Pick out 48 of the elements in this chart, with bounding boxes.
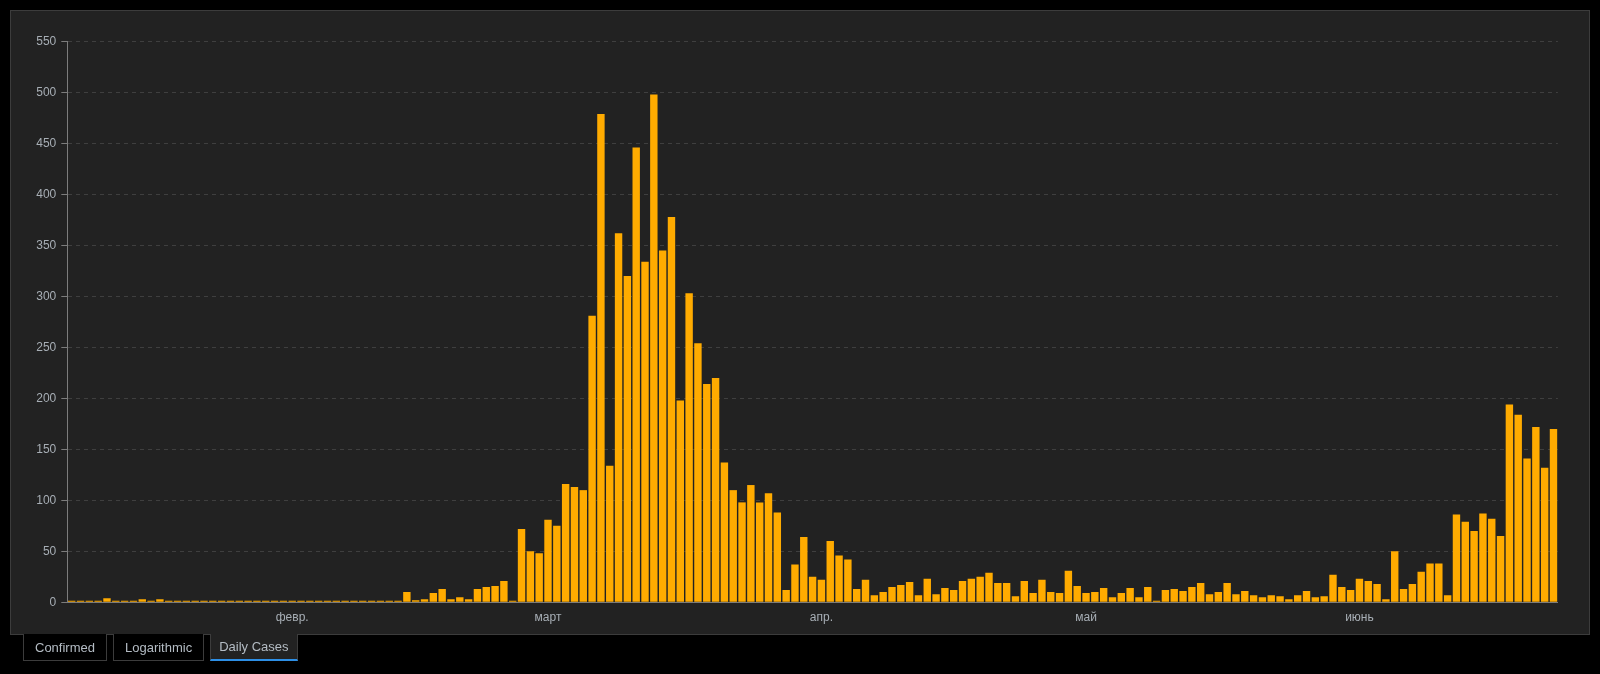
bar <box>1055 593 1064 602</box>
bar <box>1302 591 1311 602</box>
x-tick-label: апр. <box>809 609 834 624</box>
bar <box>1258 597 1267 602</box>
bar <box>817 579 826 602</box>
y-tick-label: 500 <box>36 84 57 99</box>
x-tick-label: июнь <box>1345 609 1374 624</box>
y-tick-label: 200 <box>36 390 57 405</box>
bar <box>667 216 676 602</box>
x-tick-label: март <box>534 609 562 624</box>
bar <box>958 580 967 602</box>
bar <box>1399 589 1408 602</box>
bar <box>1505 404 1514 602</box>
tab[interactable]: Confirmed <box>23 634 107 661</box>
bar <box>1205 594 1214 602</box>
y-tick-label: 350 <box>36 237 57 252</box>
bar <box>1011 596 1020 602</box>
bar <box>614 233 623 602</box>
bar <box>1108 597 1117 602</box>
bar <box>420 599 429 602</box>
bar <box>570 487 579 602</box>
x-tick-label: май <box>1075 609 1097 624</box>
bar <box>1249 595 1258 602</box>
y-tick-label: 450 <box>36 135 57 150</box>
bar <box>808 576 817 602</box>
bar <box>861 579 870 602</box>
bar <box>1452 514 1461 602</box>
bar <box>473 589 482 602</box>
x-tick-label: февр. <box>275 609 309 624</box>
bar <box>517 528 526 602</box>
bar <box>720 462 729 602</box>
y-tick-label: 100 <box>36 492 57 507</box>
y-tick-label: 150 <box>36 441 57 456</box>
bar <box>914 595 923 602</box>
bar <box>711 377 720 602</box>
y-tick-label: 0 <box>49 594 57 609</box>
bar <box>764 493 773 602</box>
tab[interactable]: Logarithmic <box>112 634 205 661</box>
y-tick-label: 250 <box>36 339 57 354</box>
y-tick-label: 300 <box>36 288 57 303</box>
bar <box>1355 578 1364 602</box>
bar <box>1161 590 1170 602</box>
y-tick-label: 400 <box>36 186 57 201</box>
y-tick-label: 550 <box>36 33 57 48</box>
bar <box>1496 536 1505 602</box>
y-tick-label: 50 <box>42 543 57 558</box>
bar <box>1549 428 1558 602</box>
tab[interactable]: Daily Cases <box>210 634 298 661</box>
